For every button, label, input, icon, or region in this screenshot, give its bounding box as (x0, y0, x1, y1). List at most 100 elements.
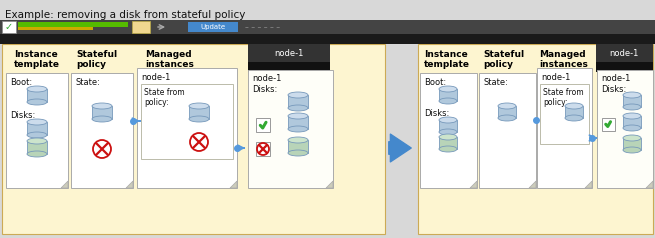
Ellipse shape (27, 151, 47, 157)
FancyBboxPatch shape (256, 118, 270, 132)
FancyBboxPatch shape (2, 44, 385, 234)
FancyBboxPatch shape (256, 142, 270, 156)
Ellipse shape (439, 98, 457, 104)
FancyBboxPatch shape (6, 73, 68, 188)
FancyBboxPatch shape (596, 44, 653, 62)
FancyBboxPatch shape (248, 70, 333, 188)
FancyBboxPatch shape (18, 27, 93, 30)
Bar (439, 120, 457, 132)
Ellipse shape (27, 86, 47, 92)
Bar (92, 106, 112, 119)
Polygon shape (126, 181, 133, 188)
Ellipse shape (623, 135, 641, 141)
Text: node-1: node-1 (141, 73, 170, 82)
Polygon shape (470, 181, 477, 188)
Bar (623, 138, 641, 150)
FancyBboxPatch shape (0, 34, 655, 44)
Bar (439, 137, 457, 149)
Text: State:: State: (483, 78, 508, 87)
FancyBboxPatch shape (597, 70, 653, 188)
Bar (498, 106, 516, 118)
Bar (623, 95, 641, 107)
Ellipse shape (288, 113, 308, 119)
Ellipse shape (27, 138, 47, 144)
Text: State:: State: (75, 78, 100, 87)
Polygon shape (61, 181, 68, 188)
Ellipse shape (288, 105, 308, 111)
Text: State from
policy:: State from policy: (543, 88, 584, 107)
Text: Stateful
policy: Stateful policy (483, 50, 524, 69)
Bar (439, 89, 457, 101)
Bar (27, 89, 47, 102)
Text: Boot:: Boot: (424, 78, 446, 87)
Ellipse shape (623, 92, 641, 98)
Ellipse shape (439, 117, 457, 123)
FancyBboxPatch shape (537, 68, 592, 188)
Text: Disks:: Disks: (424, 109, 449, 118)
FancyBboxPatch shape (602, 118, 615, 131)
FancyBboxPatch shape (418, 44, 653, 234)
FancyBboxPatch shape (479, 73, 536, 188)
Text: Instance
template: Instance template (14, 50, 60, 69)
FancyBboxPatch shape (141, 84, 233, 159)
Text: node-1: node-1 (541, 73, 571, 82)
FancyBboxPatch shape (188, 22, 238, 32)
FancyBboxPatch shape (0, 20, 655, 34)
Ellipse shape (498, 115, 516, 121)
Polygon shape (646, 181, 653, 188)
Ellipse shape (498, 103, 516, 109)
Text: node-1: node-1 (601, 74, 630, 83)
Ellipse shape (439, 129, 457, 135)
Ellipse shape (288, 150, 308, 156)
FancyBboxPatch shape (71, 73, 133, 188)
Text: node-1: node-1 (609, 49, 639, 58)
Ellipse shape (623, 113, 641, 119)
FancyBboxPatch shape (596, 62, 653, 72)
Bar (288, 140, 308, 153)
Ellipse shape (623, 125, 641, 131)
Text: ✓: ✓ (5, 22, 13, 32)
Text: Example: removing a disk from stateful policy: Example: removing a disk from stateful p… (5, 10, 246, 20)
Text: Boot:: Boot: (10, 78, 32, 87)
Ellipse shape (439, 146, 457, 152)
Ellipse shape (439, 86, 457, 92)
FancyBboxPatch shape (420, 73, 477, 188)
Bar (27, 141, 47, 154)
Bar (565, 106, 583, 118)
Bar (288, 116, 308, 129)
Text: Managed
instances: Managed instances (145, 50, 194, 69)
Text: Disks:: Disks: (10, 111, 35, 120)
Bar (288, 95, 308, 108)
Text: Disks:: Disks: (252, 85, 277, 94)
Bar (189, 106, 209, 119)
FancyBboxPatch shape (248, 44, 330, 62)
Ellipse shape (565, 115, 583, 121)
Ellipse shape (623, 104, 641, 110)
FancyBboxPatch shape (540, 84, 589, 144)
FancyArrowPatch shape (389, 134, 411, 162)
FancyBboxPatch shape (137, 68, 237, 188)
Ellipse shape (189, 116, 209, 122)
Ellipse shape (288, 126, 308, 132)
Bar (623, 116, 641, 128)
Polygon shape (529, 181, 536, 188)
Ellipse shape (27, 132, 47, 138)
FancyBboxPatch shape (132, 21, 150, 33)
Ellipse shape (439, 134, 457, 140)
FancyBboxPatch shape (18, 22, 128, 27)
Bar (27, 122, 47, 135)
Polygon shape (326, 181, 333, 188)
Polygon shape (585, 181, 592, 188)
Text: node-1: node-1 (252, 74, 282, 83)
FancyBboxPatch shape (248, 62, 330, 72)
Ellipse shape (565, 103, 583, 109)
Ellipse shape (27, 119, 47, 125)
Text: Instance
template: Instance template (424, 50, 470, 69)
Ellipse shape (288, 137, 308, 143)
Ellipse shape (189, 103, 209, 109)
Text: State from
policy:: State from policy: (144, 88, 185, 107)
Text: Managed
instances: Managed instances (539, 50, 588, 69)
Ellipse shape (92, 116, 112, 122)
Ellipse shape (27, 99, 47, 105)
Text: Disks:: Disks: (601, 85, 626, 94)
